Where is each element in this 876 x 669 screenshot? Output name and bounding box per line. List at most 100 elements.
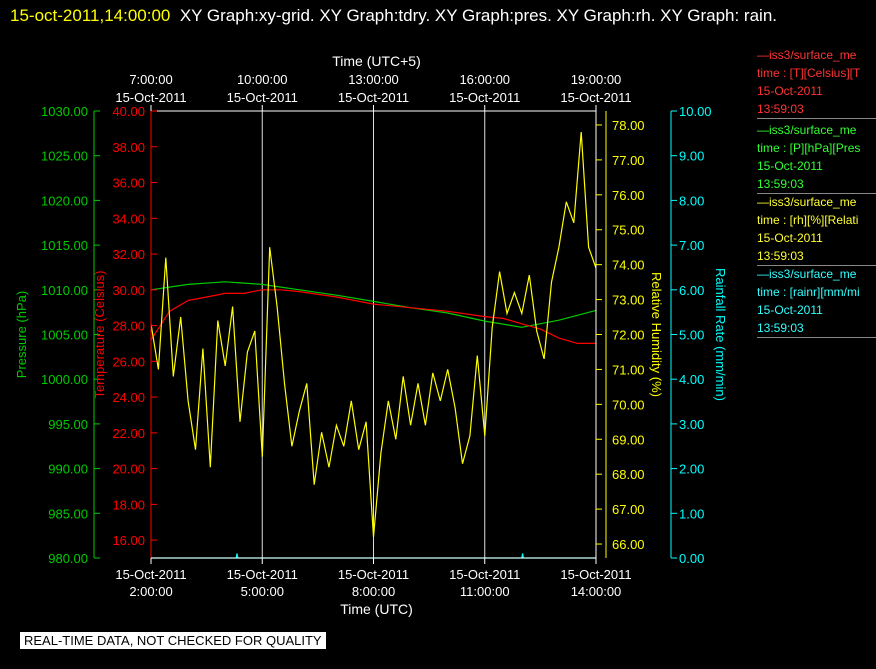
pres-tick-label: 1030.00 [41,104,88,119]
x-tick-time: 11:00:00 [460,584,510,599]
x-tick-top-time: 7:00:00 [129,72,172,87]
quality-note: REAL-TIME DATA, NOT CHECKED FOR QUALITY [20,632,326,649]
pres-axis-title: Pressure (hPa) [14,291,29,378]
title-graph-list: XY Graph:xy-grid. XY Graph:tdry. XY Grap… [179,6,778,25]
legend-header: —iss3/surface_me [757,123,857,137]
x-tick-date: 15-Oct-2011 [227,567,298,582]
pres-tick-label: 990.00 [48,462,88,477]
title-timestamp: 15-oct-2011,14:00:00 [10,6,171,25]
pres-tick-label: 1015.00 [41,238,88,253]
x-tick-date: 15-Oct-2011 [338,567,409,582]
pres-tick-label: 1010.00 [41,283,88,298]
tdry-tick-label: 40.00 [112,104,145,119]
rain-tick-label: 1.00 [679,506,704,521]
pres-tick-label: 980.00 [48,551,88,566]
legend-divider [757,337,876,338]
legend-variable: time : [rainr][mm/mi [757,285,860,299]
legend-divider [757,118,876,119]
pres-tick-label: 985.00 [48,506,88,521]
x-tick-time: 8:00:00 [352,584,395,599]
legend-entry-tdry: —iss3/surface_me time : [T][Celsius][T 1… [757,46,876,119]
x-axis-title-bottom: Time (UTC) [340,601,413,617]
legend-header: —iss3/surface_me [757,195,857,209]
rh-tick-label: 74.00 [612,258,645,273]
rain-tick-label: 4.00 [679,372,704,387]
rain-tick-label: 8.00 [679,193,704,208]
rh-tick-label: 70.00 [612,397,645,412]
x-tick-top-time: 19:00:00 [571,72,622,87]
legend-entry-pres: —iss3/surface_me time : [P][hPa][Pres 15… [757,121,876,194]
pres-tick-label: 1000.00 [41,372,88,387]
tdry-tick-label: 34.00 [112,211,145,226]
legend-time: 13:59:03 [757,249,804,263]
x-tick-top-date: 15-Oct-2011 [449,90,520,105]
tdry-tick-label: 16.00 [112,533,145,548]
tdry-tick-label: 26.00 [112,354,145,369]
legend-date: 15-Oct-2011 [757,159,823,173]
grid-layer [261,111,486,558]
tdry-tick-label: 28.00 [112,319,145,334]
rain-tick-label: 0.00 [679,551,704,566]
rh-tick-label: 71.00 [612,362,645,377]
rh-tick-label: 73.00 [612,293,645,308]
x-tick-date: 15-Oct-2011 [449,567,520,582]
legend-date: 15-Oct-2011 [757,84,823,98]
rh-tick-label: 66.00 [612,537,645,552]
tdry-tick-label: 38.00 [112,140,145,155]
legend-variable: time : [T][Celsius][T [757,66,861,80]
legend-variable: time : [rh][%][Relati [757,213,859,227]
x-tick-time: 2:00:00 [129,584,172,599]
legend-entry-rh: —iss3/surface_me time : [rh][%][Relati 1… [757,193,876,266]
rh-series-line [150,131,597,538]
legend-divider [757,193,876,194]
axes-layer: 1030.00 1025.00 1020.00 1015.00 1010.00 1005.… [14,53,728,617]
tdry-tick-label: 22.00 [112,426,145,441]
x-tick-time: 14:00:00 [571,584,622,599]
graph-title: 15-oct-2011,14:00:00 XY Graph:xy-grid. X… [10,2,870,30]
rh-tick-label: 76.00 [612,188,645,203]
legend-variable: time : [P][hPa][Pres [757,141,861,155]
pres-series-line [150,281,597,328]
rain-tick-label: 10.00 [679,104,712,119]
x-tick-time: 5:00:00 [241,584,284,599]
rain-tick-label: 7.00 [679,238,704,253]
pres-tick-label: 1025.00 [41,149,88,164]
rh-tick-label: 78.00 [612,118,645,133]
legend-time: 13:59:03 [757,102,804,116]
legend-header: —iss3/surface_me [757,267,857,281]
x-tick-top-time: 13:00:00 [348,72,399,87]
rh-tick-label: 77.00 [612,153,645,168]
x-tick-date: 15-Oct-2011 [560,567,631,582]
rh-tick-label: 72.00 [612,328,645,343]
tdry-tick-label: 18.00 [112,497,145,512]
pres-tick-label: 1020.00 [41,193,88,208]
x-tick-top-date: 15-Oct-2011 [560,90,631,105]
tdry-tick-label: 30.00 [112,283,145,298]
rain-tick-label: 5.00 [679,328,704,343]
tdry-tick-label: 24.00 [112,390,145,405]
rh-tick-label: 67.00 [612,502,645,517]
pres-tick-label: 1005.00 [41,328,88,343]
rh-axis-title: Relative Humidity (%) [649,272,664,397]
rh-tick-label: 68.00 [612,467,645,482]
x-tick-top-time: 16:00:00 [459,72,510,87]
legend-time: 13:59:03 [757,177,804,191]
rain-tick-label: 2.00 [679,462,704,477]
rain-tick-label: 9.00 [679,149,704,164]
legend-time: 13:59:03 [757,321,804,335]
rh-tick-label: 75.00 [612,223,645,238]
x-tick-top-date: 15-Oct-2011 [338,90,409,105]
legend-divider [757,265,876,266]
rh-tick-label: 69.00 [612,432,645,447]
rain-axis-title: Rainfall Rate (mm/min) [713,268,728,401]
tdry-tick-label: 32.00 [112,247,145,262]
tdry-axis-title: Temperature (Celsius) [92,271,107,399]
tdry-tick-label: 20.00 [112,462,145,477]
rain-tick-label: 3.00 [679,417,704,432]
tdry-series-line [150,289,596,344]
x-tick-top-date: 15-Oct-2011 [227,90,298,105]
legend-date: 15-Oct-2011 [757,231,823,245]
pres-tick-label: 995.00 [48,417,88,432]
rain-tick-label: 6.00 [679,283,704,298]
